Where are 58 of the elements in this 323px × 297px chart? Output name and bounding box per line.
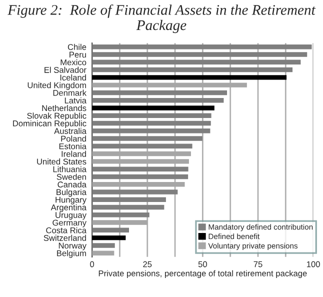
x-tick-label: 0 bbox=[90, 261, 94, 268]
bar bbox=[92, 52, 308, 57]
y-tick-label: Netherlands bbox=[42, 104, 86, 112]
y-tick-label: Sweden bbox=[56, 174, 86, 180]
y-tick-label: Denmark bbox=[53, 90, 87, 96]
y-tick-label: Chile bbox=[68, 44, 86, 50]
bar bbox=[92, 120, 211, 126]
bar bbox=[92, 228, 130, 233]
bar bbox=[92, 190, 178, 194]
y-tick-label: Hungary bbox=[56, 196, 86, 204]
y-tick-label: Dominican Republic bbox=[13, 120, 86, 128]
y-tick-label: Costa Rica bbox=[46, 227, 86, 234]
y-tick-label: Norway bbox=[58, 242, 86, 250]
y-tick-label: Germany bbox=[52, 220, 86, 228]
bar bbox=[92, 204, 164, 210]
bar bbox=[92, 197, 166, 202]
y-tick-label: Peru bbox=[70, 52, 86, 58]
y-tick-label: Australia bbox=[54, 128, 86, 134]
y-tick-label: Argentina bbox=[50, 204, 86, 212]
y-tick-label: El Salvador bbox=[44, 66, 86, 73]
y-tick-label: United Kingdom bbox=[28, 82, 86, 90]
bar bbox=[92, 98, 224, 103]
bar bbox=[92, 67, 293, 72]
y-tick-label: Belgium bbox=[57, 250, 86, 258]
y-tick-label: Uruguay bbox=[56, 212, 86, 220]
bar bbox=[92, 90, 228, 96]
y-tick-label: Lithuania bbox=[53, 166, 86, 172]
bar bbox=[92, 235, 126, 240]
y-tick-label: Slovak Republic bbox=[27, 112, 86, 120]
bar bbox=[92, 250, 114, 256]
y-tick-label: Poland bbox=[61, 136, 86, 142]
bar bbox=[92, 144, 192, 149]
bar bbox=[92, 166, 188, 172]
bar bbox=[92, 113, 212, 118]
y-tick-label: United States bbox=[37, 158, 86, 165]
x-tick-label: 100 bbox=[306, 261, 320, 268]
bar bbox=[92, 174, 188, 180]
y-tick-label: Ireland bbox=[62, 150, 86, 157]
bar bbox=[92, 106, 214, 110]
bar bbox=[92, 44, 312, 50]
y-tick-label: Switzerland bbox=[44, 234, 86, 241]
chart-title: Figure 2: Role of Financial Assets in the Retirement Package bbox=[8, 4, 316, 34]
bar bbox=[92, 128, 210, 134]
y-tick-label: Mexico bbox=[60, 59, 86, 66]
x-axis-title: Private pensions, percentage of total retirement package bbox=[98, 270, 307, 278]
bar bbox=[92, 243, 115, 248]
bar bbox=[92, 60, 301, 65]
x-tick-label: 75 bbox=[254, 261, 262, 268]
y-tick-label: Latvia bbox=[64, 97, 86, 104]
x-tick-label: 50 bbox=[198, 261, 207, 268]
y-tick-label: Estonia bbox=[59, 143, 86, 150]
y-tick-label: Canada bbox=[58, 181, 86, 188]
y-tick-label: Bulgaria bbox=[56, 188, 86, 197]
y-tick-label: Iceland bbox=[60, 74, 86, 81]
x-tick-label: 25 bbox=[143, 261, 152, 268]
bar bbox=[92, 136, 202, 141]
bar bbox=[92, 75, 287, 80]
bar bbox=[92, 212, 150, 218]
